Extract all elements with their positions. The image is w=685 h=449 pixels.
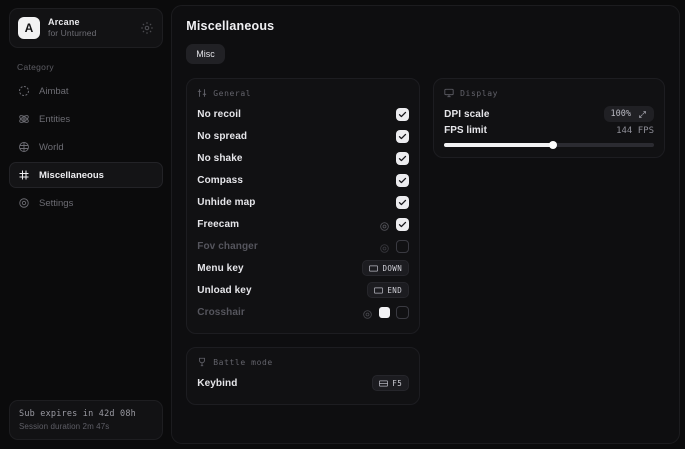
setting-label: Menu key [197, 262, 244, 274]
setting-label: Crosshair [197, 306, 245, 318]
gear-icon[interactable] [379, 241, 390, 253]
checkbox-no-shake[interactable] [396, 151, 410, 165]
sidebar-item-miscellaneous[interactable]: Miscellaneous [9, 162, 164, 188]
tab-bar: Misc [186, 44, 665, 64]
setting-row-unhide-map[interactable]: Unhide map [197, 191, 410, 213]
trophy-icon [197, 357, 207, 367]
sidebar-item-settings[interactable]: Settings [9, 190, 163, 216]
setting-row-menu-key[interactable]: Menu key DOWN [197, 257, 410, 279]
setting-label: DPI scale [444, 108, 490, 120]
category-label: Category [17, 62, 54, 72]
checkbox-no-recoil[interactable] [396, 107, 410, 121]
setting-label: Fov changer [197, 240, 258, 252]
keycap-label: F5 [392, 378, 403, 388]
sidebar-nav: Aimbat Entities [9, 78, 164, 216]
color-swatch-crosshair[interactable] [379, 306, 391, 318]
sidebar: A Arcane for Unturned Category A [0, 0, 172, 449]
checkbox-fov-changer[interactable] [396, 239, 410, 253]
slider-fill [444, 143, 554, 147]
setting-label: Compass [197, 174, 243, 186]
setting-row-dpi-scale[interactable]: DPI scale 100% [444, 103, 654, 125]
setting-row-crosshair[interactable]: Crosshair [197, 301, 410, 323]
keycap-label: DOWN [382, 263, 403, 273]
sidebar-item-label: Miscellaneous [39, 169, 104, 181]
sliders-icon [197, 88, 207, 98]
profile-subtitle: for Unturned [48, 28, 97, 39]
slider-knob[interactable] [549, 141, 558, 149]
display-card-title: Display [460, 88, 499, 98]
setting-row-unload-key[interactable]: Unload key END [197, 279, 410, 301]
sidebar-item-label: World [39, 141, 64, 153]
gear-icon[interactable] [140, 21, 154, 35]
session-duration: Session duration 2m 47s [19, 422, 110, 431]
sidebar-item-label: Aimbat [39, 85, 69, 97]
subscription-expiry: Sub expires in 42d 08h [19, 409, 136, 419]
checkbox-unhide-map[interactable] [396, 195, 410, 209]
fps-limit-control[interactable]: FPS limit 144 FPS [444, 125, 654, 149]
setting-row-fov-changer[interactable]: Fov changer [197, 235, 410, 257]
checkbox-no-spread[interactable] [396, 129, 410, 143]
battle-mode-card-header: Battle mode [197, 357, 409, 367]
setting-row-compass[interactable]: Compass [197, 169, 410, 191]
setting-label: Unload key [197, 284, 252, 296]
setting-row-no-recoil[interactable]: No recoil [197, 103, 410, 125]
setting-label: No recoil [197, 108, 241, 120]
checkbox-compass[interactable] [396, 173, 410, 187]
keycap-unload-key[interactable]: END [367, 282, 410, 298]
keycap-menu-key[interactable]: DOWN [362, 260, 410, 276]
general-card: General No recoil No spread [186, 78, 421, 334]
profile-text: Arcane for Unturned [48, 17, 132, 39]
setting-label: No shake [197, 152, 243, 164]
gear-icon[interactable] [362, 307, 373, 319]
sidebar-item-label: Settings [39, 197, 74, 209]
gear-icon [18, 197, 30, 209]
general-card-header: General [197, 88, 409, 98]
setting-label: No spread [197, 130, 248, 142]
setting-row-battle-keybind[interactable]: Keybind F5 [197, 372, 410, 394]
tab-misc[interactable]: Misc [186, 44, 225, 64]
setting-label: Keybind [197, 377, 238, 389]
display-card-header: Display [444, 88, 654, 98]
setting-row-no-spread[interactable]: No spread [197, 125, 410, 147]
fps-limit-header: FPS limit 144 FPS [444, 125, 654, 136]
atom-icon [18, 113, 30, 125]
profile-name: Arcane [48, 17, 80, 28]
sidebar-item-world[interactable]: World [9, 134, 163, 160]
gear-icon[interactable] [379, 219, 390, 231]
dpi-scale-value: 100% [610, 109, 631, 119]
avatar: A [18, 17, 40, 39]
battle-mode-card: Battle mode Keybind F5 [186, 347, 421, 405]
monitor-icon [444, 88, 454, 98]
left-column: General No recoil No spread [186, 78, 421, 405]
right-column: Display DPI scale 100% FPS l [433, 78, 665, 158]
page-title: Miscellaneous [186, 19, 275, 33]
subscription-card: Sub expires in 42d 08h Session duration … [9, 400, 163, 440]
checkbox-freecam[interactable] [396, 217, 410, 231]
general-card-title: General [213, 88, 252, 98]
sidebar-item-label: Entities [39, 113, 71, 125]
sidebar-item-entities[interactable]: Entities [9, 106, 163, 132]
setting-label: Unhide map [197, 196, 256, 208]
keycap-label: END [387, 285, 403, 295]
dpi-scale-selector[interactable]: 100% [603, 106, 654, 122]
sidebar-item-aimbat[interactable]: Aimbat [9, 78, 163, 104]
setting-row-no-shake[interactable]: No shake [197, 147, 410, 169]
setting-label: FPS limit [444, 125, 487, 136]
cards-container: General No recoil No spread [186, 78, 665, 405]
globe-icon [18, 141, 30, 153]
crosshair-icon [18, 85, 30, 97]
fps-limit-value: 144 FPS [616, 125, 654, 136]
main-panel: Miscellaneous Misc General [171, 5, 680, 444]
setting-label: Freecam [197, 218, 240, 230]
checkbox-crosshair[interactable] [396, 305, 410, 319]
setting-row-freecam[interactable]: Freecam [197, 213, 410, 235]
hash-icon [18, 169, 30, 181]
profile-card[interactable]: A Arcane for Unturned [9, 8, 164, 48]
display-card: Display DPI scale 100% FPS l [433, 78, 665, 158]
keycap-battle-keybind[interactable]: F5 [372, 375, 410, 391]
battle-mode-card-title: Battle mode [213, 357, 273, 367]
fps-limit-slider[interactable] [444, 141, 654, 149]
